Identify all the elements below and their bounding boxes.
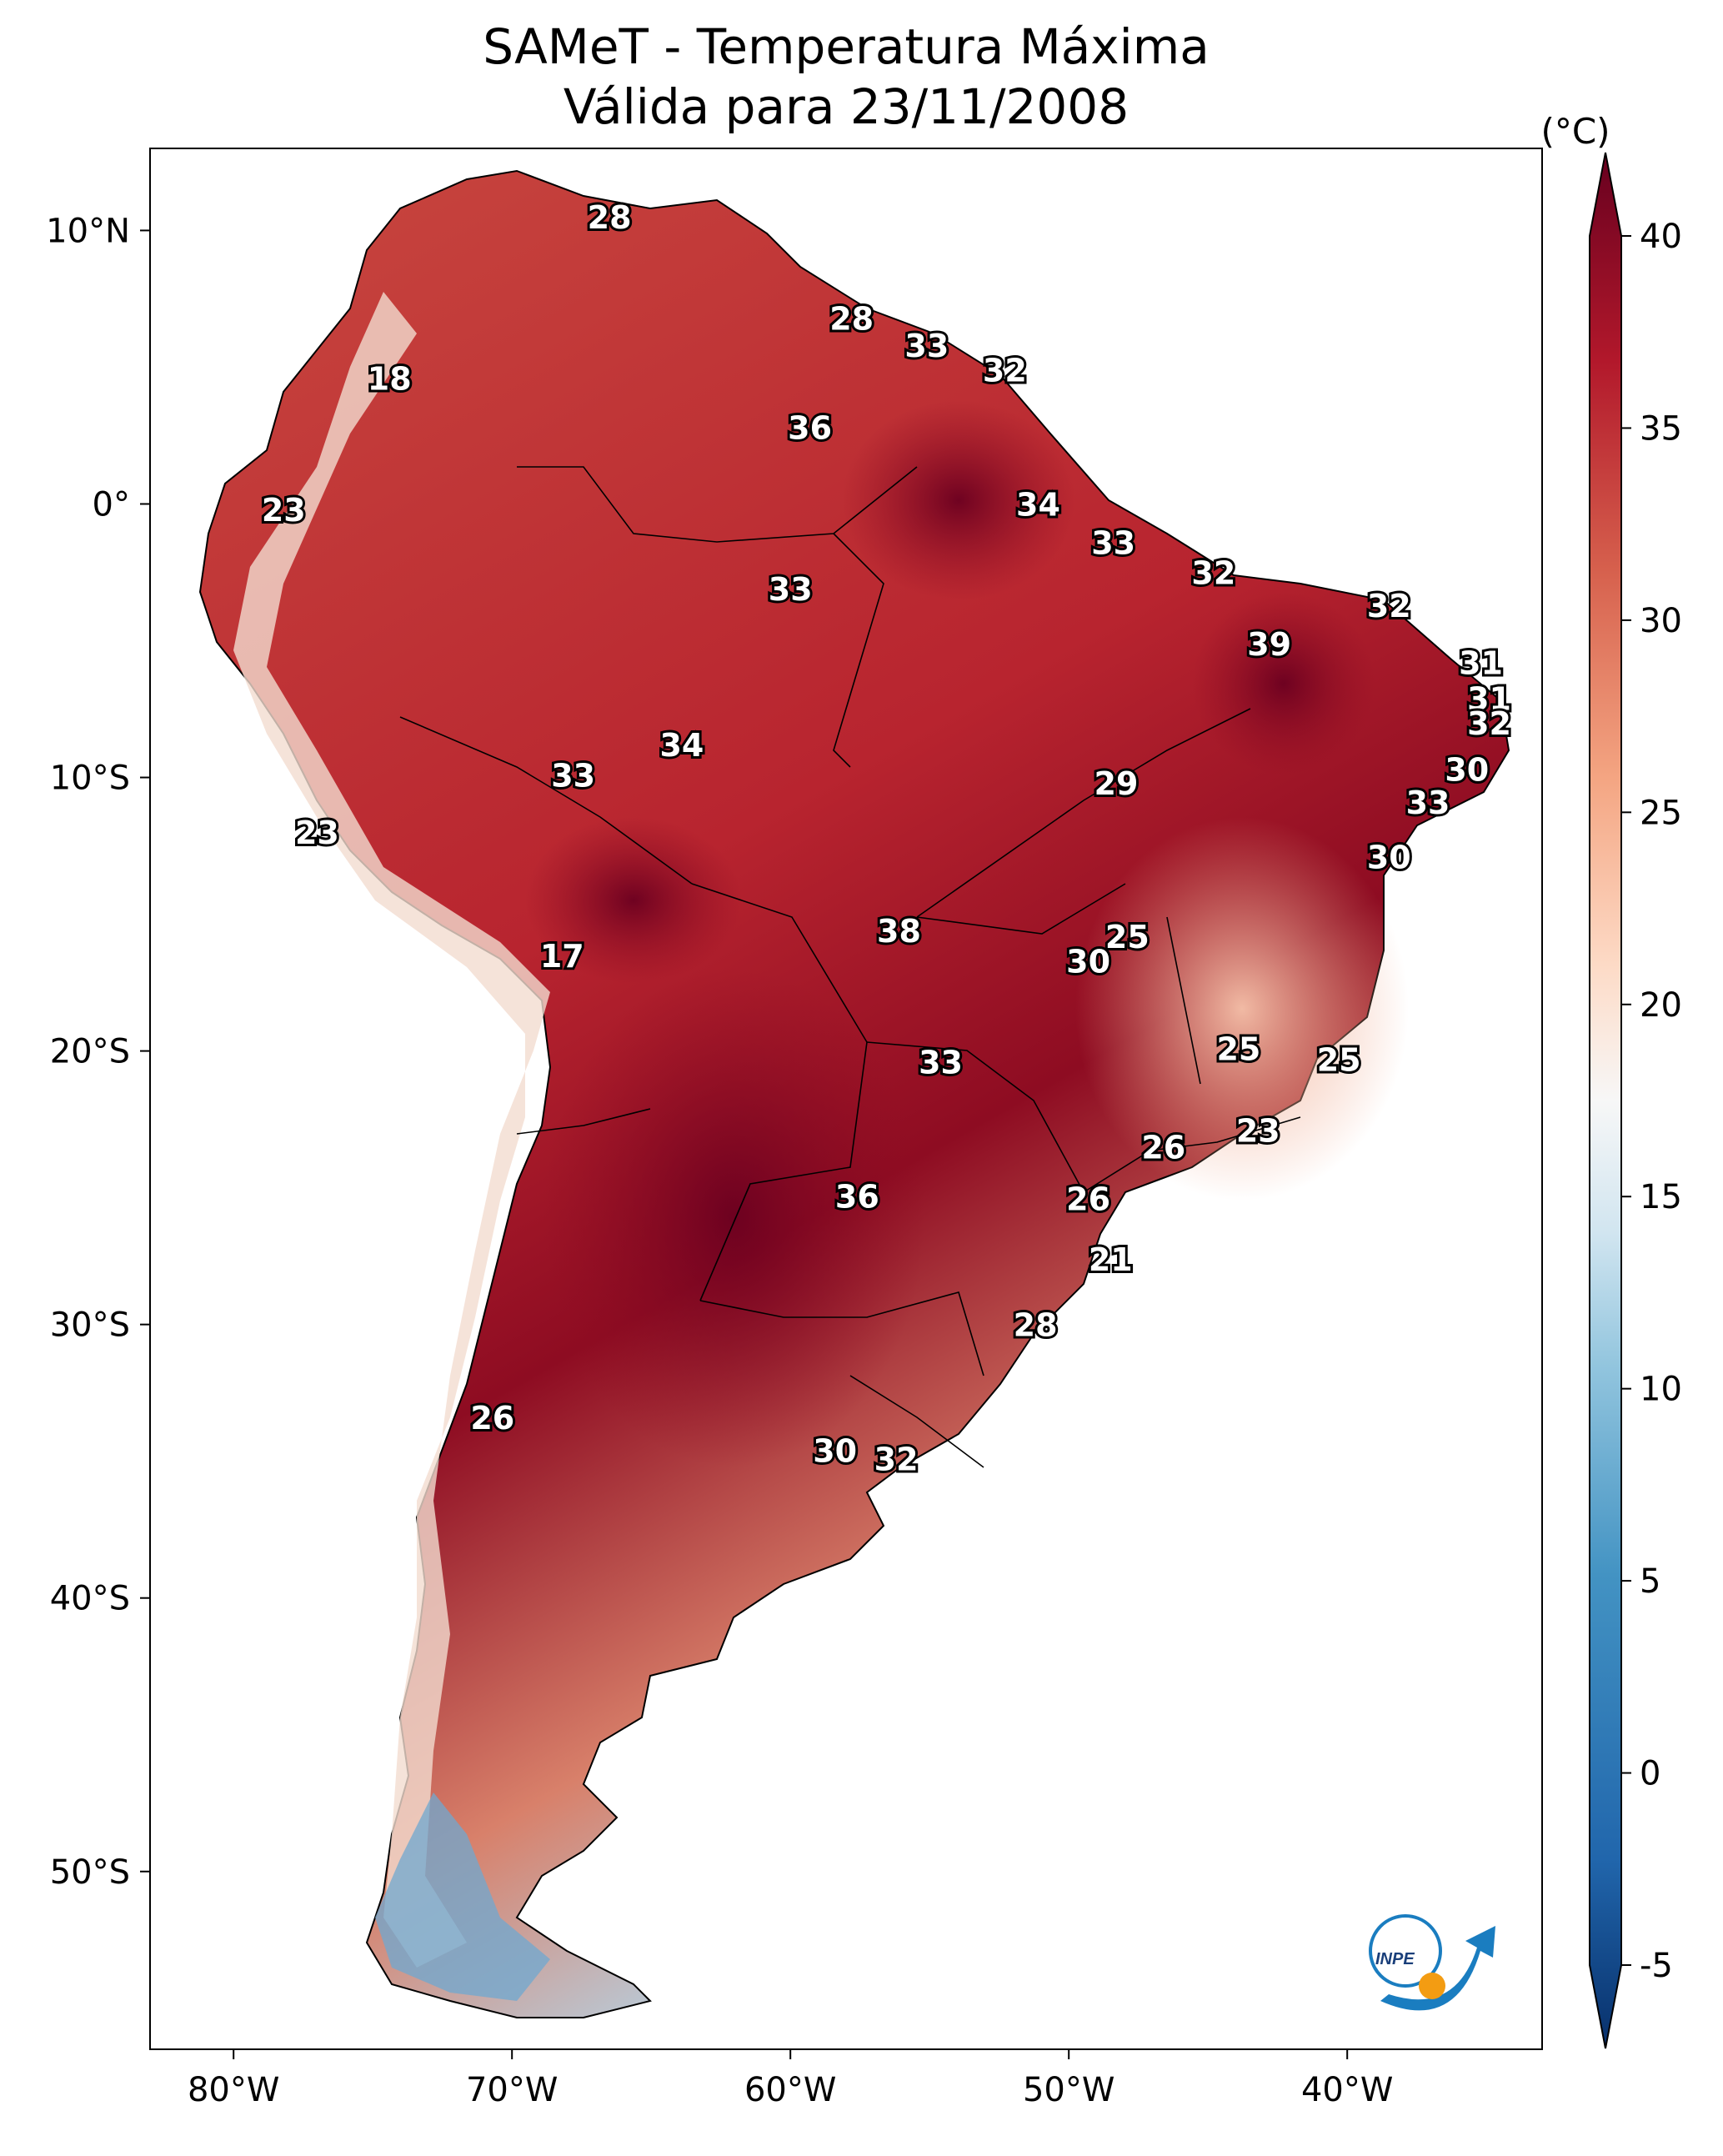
station-value: 30 [1066, 943, 1110, 980]
colorbar-tick-label: 5 [1640, 1562, 1660, 1601]
colorbar-tick-label: 35 [1640, 409, 1682, 448]
station-value: 28 [1014, 1307, 1058, 1344]
colorbar-unit: (°C) [1540, 111, 1610, 152]
logo-ring [1369, 1914, 1442, 1988]
station-value: 33 [1406, 785, 1450, 821]
station-value: 26 [1141, 1129, 1185, 1166]
lat-tick-label: 40°S [50, 1580, 130, 1618]
station-value: 34 [659, 727, 704, 764]
longitude-axis: 80°W 70°W 60°W 50°W 40°W [188, 2049, 1393, 2109]
station-value: 33 [769, 571, 813, 608]
station-value: 28 [829, 300, 874, 337]
logo-text: INPE [1375, 1950, 1415, 1968]
colorbar-tick-label: 0 [1640, 1755, 1660, 1793]
station-value: 33 [919, 1045, 963, 1081]
lat-tick-label: 10°S [50, 760, 130, 798]
station-value: 32 [1191, 554, 1235, 591]
station-value: 32 [1367, 588, 1411, 624]
colorbar-ticks: 40 35 30 25 20 15 10 5 0 -5 [1621, 218, 1682, 1985]
station-value: 33 [551, 757, 595, 794]
station-value: 31 [1467, 680, 1511, 717]
station-value: 30 [1445, 752, 1489, 789]
station-value: 23 [262, 492, 306, 529]
patagonia-cold [375, 1792, 550, 2001]
station-value: 32 [983, 353, 1027, 389]
map-area [150, 148, 1542, 2049]
map-title: SAMeT - Temperatura Máxima Válida para 2… [150, 17, 1542, 137]
station-value: 36 [835, 1178, 879, 1215]
title-line-1: SAMeT - Temperatura Máxima [483, 18, 1210, 75]
station-value: 25 [1216, 1030, 1260, 1067]
station-value: 33 [1091, 524, 1135, 561]
country-borders [399, 466, 1301, 1468]
colorbar-tick-label: -5 [1640, 1947, 1673, 1985]
station-value: 18 [368, 361, 412, 398]
colorbar-tick-label: 20 [1640, 986, 1682, 1025]
latitude-axis: 10°N 0° 10°S 20°S 30°S 40°S 50°S [46, 212, 150, 1892]
station-value: 32 [1467, 705, 1511, 742]
colorbar-body [1589, 152, 1622, 2049]
station-value: 25 [1317, 1041, 1361, 1078]
station-value: 23 [295, 815, 339, 851]
lat-tick-label: 0° [93, 485, 130, 524]
station-value: 32 [874, 1441, 919, 1477]
station-value: 30 [1367, 840, 1411, 876]
colorbar-tick-label: 15 [1640, 1178, 1682, 1216]
station-value: 30 [813, 1433, 857, 1470]
station-value: 31 [1459, 645, 1503, 682]
title-line-2: Válida para 23/11/2008 [563, 78, 1129, 135]
lon-tick-label: 60°W [744, 2071, 836, 2109]
lat-tick-label: 30°S [50, 1306, 130, 1345]
station-value: 23 [1236, 1113, 1280, 1150]
colorbar-tick-label: 30 [1640, 602, 1682, 640]
station-value: 39 [1247, 626, 1291, 663]
station-value: 26 [470, 1400, 514, 1436]
logo-swoosh [1380, 1926, 1495, 2011]
lat-tick-label: 50°S [50, 1853, 130, 1892]
station-value: 28 [588, 199, 632, 236]
station-value: 36 [788, 410, 832, 447]
lon-tick-label: 70°W [466, 2071, 558, 2109]
station-value: 33 [904, 328, 949, 364]
station-value: 29 [1094, 765, 1139, 802]
station-value: 38 [877, 913, 921, 950]
station-value: 26 [1066, 1181, 1110, 1218]
lon-tick-label: 50°W [1023, 2071, 1114, 2109]
colorbar-tick-label: 40 [1640, 218, 1682, 256]
colorbar-tick-label: 10 [1640, 1371, 1682, 1409]
station-value: 21 [1089, 1241, 1133, 1278]
lon-tick-label: 80°W [188, 2071, 279, 2109]
station-value: 25 [1105, 919, 1150, 955]
lat-tick-label: 10°N [46, 212, 130, 250]
colorbar: (°C) 40 35 30 25 20 15 10 5 0 -5 [1540, 111, 1682, 2049]
colorbar-tick-label: 25 [1640, 794, 1682, 832]
inpe-logo: INPE [1369, 1914, 1495, 2011]
logo-sun [1419, 1973, 1445, 1999]
lat-tick-label: 20°S [50, 1033, 130, 1071]
station-value: 34 [1016, 486, 1060, 523]
lon-tick-label: 40°W [1301, 2071, 1393, 2109]
station-value: 17 [540, 938, 584, 975]
map-frame [149, 148, 1543, 2050]
